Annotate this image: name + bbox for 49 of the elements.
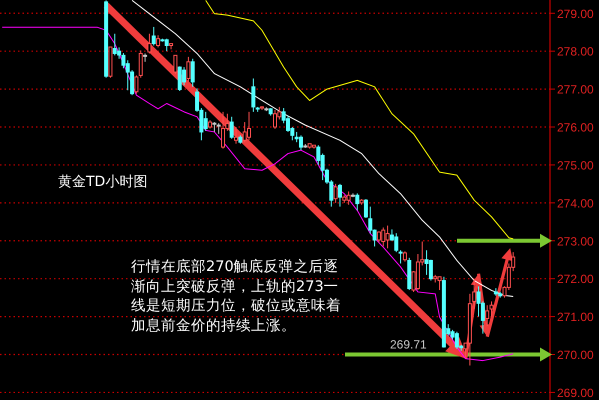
candlestick xyxy=(338,183,342,208)
candlestick xyxy=(334,183,338,204)
candlestick xyxy=(212,122,216,132)
candlestick xyxy=(147,33,152,54)
line-series xyxy=(2,26,514,362)
candlestick xyxy=(298,134,303,151)
candlestick xyxy=(454,331,459,350)
y-tick-label: 270.00 xyxy=(557,348,594,362)
candlestick xyxy=(381,226,386,247)
candlestick xyxy=(402,250,407,262)
candlestick xyxy=(164,38,169,52)
candlestick xyxy=(221,111,226,150)
y-tick-label: 279.00 xyxy=(557,6,594,21)
candlestick xyxy=(173,54,178,74)
candlestick xyxy=(251,78,256,112)
candlestick xyxy=(428,259,433,282)
y-tick-label: 273.00 xyxy=(557,234,594,248)
candlestick xyxy=(178,66,182,92)
candlestick xyxy=(485,304,490,327)
y-tick-label: 278.00 xyxy=(557,44,594,59)
candlestick xyxy=(190,58,195,88)
y-tick-label: 276.00 xyxy=(557,120,594,135)
candlestick xyxy=(112,33,117,56)
candlestick xyxy=(186,56,190,82)
candlestick xyxy=(234,126,238,144)
candlestick xyxy=(242,122,247,143)
y-tick-label: 274.00 xyxy=(557,196,594,210)
y-tick-label: 272.00 xyxy=(557,272,594,286)
candlestick xyxy=(424,250,429,276)
candlestick xyxy=(216,122,221,134)
candlestick xyxy=(386,225,390,249)
line-series xyxy=(132,0,514,297)
y-tick-label: 269.00 xyxy=(557,386,594,400)
candlestick xyxy=(355,192,360,211)
candlestick xyxy=(490,300,494,318)
y-tick-label: 275.00 xyxy=(557,158,594,172)
y-tick-label: 277.00 xyxy=(557,82,594,97)
annotation: 269.71 xyxy=(390,338,428,352)
candlestick xyxy=(156,34,160,48)
candlestick xyxy=(476,286,481,318)
y-tick-label: 271.00 xyxy=(557,310,594,324)
candlestick xyxy=(364,198,368,219)
line-series xyxy=(205,0,514,240)
annotation: 行情在底部270触底反弹之后逐渐向上突破反弹，上轨的273一线是短期压力位，破位或意味着加息前金价的持续上涨。 xyxy=(131,258,342,336)
candlestick xyxy=(152,26,156,46)
text: 黄金TD小时图 xyxy=(58,173,148,191)
candlestick xyxy=(230,116,234,140)
candlestick xyxy=(204,111,208,132)
candlestick xyxy=(346,190,351,206)
